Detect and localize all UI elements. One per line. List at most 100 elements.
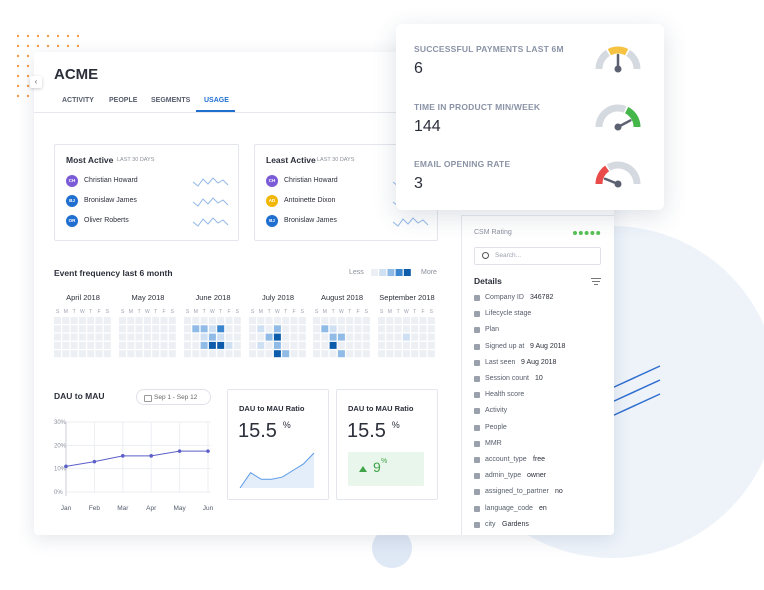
heatmap-cell: [184, 341, 191, 349]
tab[interactable]: USAGE: [204, 97, 229, 104]
weekday-label: F: [356, 309, 359, 315]
gauge-segment: [606, 161, 641, 185]
detail-value: 346782: [530, 294, 554, 301]
filter-icon[interactable]: [591, 277, 601, 287]
divider: [34, 112, 614, 113]
heatmap-cell: [160, 317, 168, 324]
rating-dot: [573, 231, 577, 235]
tab[interactable]: ACTIVITY: [62, 97, 94, 104]
heatmap-cell: [257, 333, 265, 341]
decor-dot: [26, 84, 30, 88]
point: [177, 449, 182, 453]
point: [206, 449, 210, 453]
heatmap-cell: [386, 341, 394, 349]
person-name[interactable]: Antoinette Dixon: [284, 197, 336, 204]
heatmap-cell: [249, 317, 256, 324]
heatmap-cell: [54, 341, 61, 349]
heatmap-cell: [225, 317, 233, 324]
heatmap-cell: [386, 350, 394, 358]
heatmap-cell: [394, 350, 402, 358]
heatmap-cell: [427, 317, 435, 324]
weekday-label: M: [388, 309, 392, 315]
heatmap-cell: [257, 325, 265, 333]
heatmap-cell: [427, 325, 435, 333]
tab[interactable]: PEOPLE: [109, 97, 138, 104]
heatmap-cell: [313, 333, 320, 341]
heatmap-cell: [119, 350, 126, 358]
heatmap-cell: [354, 325, 362, 333]
heatmap-cell: [321, 333, 329, 341]
heatmap-cell: [200, 325, 208, 333]
heatmap-cell: [282, 333, 290, 341]
heatmap-cell: [386, 317, 394, 324]
heatmap-cell: [87, 325, 95, 333]
detail-icon: [474, 343, 480, 350]
point: [92, 459, 97, 464]
heatmap-cell: [208, 317, 216, 324]
heatmap-cell: [78, 333, 86, 341]
decor-dot: [76, 34, 80, 38]
gauges: [595, 46, 641, 188]
avatar: OR: [66, 215, 78, 227]
heatmap-cell: [95, 341, 103, 349]
weekday-label: F: [421, 309, 424, 315]
weekday-label: W: [404, 309, 409, 315]
person-name[interactable]: Christian Howard: [284, 177, 338, 184]
collapse-toggle[interactable]: ‹: [30, 76, 42, 88]
person-name[interactable]: Christian Howard: [84, 177, 138, 184]
heatmap-cell: [249, 333, 256, 341]
heatmap-cell: [249, 325, 256, 333]
heatmap-cell: [87, 317, 95, 324]
heatmap-cell: [184, 317, 191, 324]
list-title: Most Active: [66, 155, 114, 165]
heatmap-cell: [233, 317, 241, 324]
heatmap-cell: [62, 317, 70, 324]
person-name[interactable]: Bronislaw James: [284, 217, 337, 224]
detail-label: Last seen: [485, 358, 516, 366]
detail-icon: [474, 392, 480, 399]
heatmap-cell: [354, 333, 362, 341]
heatmap-cell: [249, 341, 256, 349]
heatmap-cell: [87, 333, 95, 341]
decor-dot: [56, 44, 60, 48]
heatmap-cell: [168, 317, 176, 324]
heatmap-cell: [160, 333, 168, 341]
person-name[interactable]: Bronislaw James: [84, 197, 137, 204]
chart-title: DAU to MAU: [54, 391, 105, 401]
person-name[interactable]: Oliver Roberts: [84, 217, 129, 224]
heatmap-cell: [313, 317, 320, 324]
heatmap-cell: [273, 317, 281, 324]
heatmap-cell: [152, 333, 160, 341]
heatmap-cell: [427, 350, 435, 358]
most-active-box: [54, 144, 239, 241]
detail-label: People: [485, 423, 507, 431]
sidebar-divider: [461, 215, 614, 216]
search-input[interactable]: Search...: [474, 247, 601, 265]
decor-dot: [46, 44, 50, 48]
weekday-label: T: [154, 309, 157, 315]
date-range-picker[interactable]: Sep 1 - Sep 12: [136, 389, 211, 405]
decor-dot: [16, 54, 20, 58]
heatmap-cell: [290, 350, 298, 358]
decor-dot: [16, 94, 20, 98]
detail-label: admin_type: [485, 472, 522, 480]
heatmap-cell: [87, 350, 95, 358]
activity-sparkline: [192, 177, 229, 187]
detail-icon: [474, 489, 480, 496]
metric-label: SUCCESSFUL PAYMENTS LAST 6M: [414, 44, 564, 54]
heatmap-cell: [225, 350, 233, 358]
heatmap-cell: [273, 341, 281, 349]
heatmap-cell: [103, 325, 111, 333]
decor-dot: [76, 44, 80, 48]
heatmap-cell: [411, 341, 419, 349]
csm-label: CSM Rating: [474, 229, 512, 236]
avatar: BJ: [66, 195, 78, 207]
heatmap-cell: [362, 350, 370, 358]
tab[interactable]: SEGMENTS: [151, 97, 191, 104]
heatmap-cell: [273, 325, 281, 333]
detail-label: account_type: [485, 456, 527, 463]
ratio-sparkline-area: [240, 453, 314, 488]
gauge-segment: [607, 46, 629, 56]
decor-dot: [26, 54, 30, 58]
